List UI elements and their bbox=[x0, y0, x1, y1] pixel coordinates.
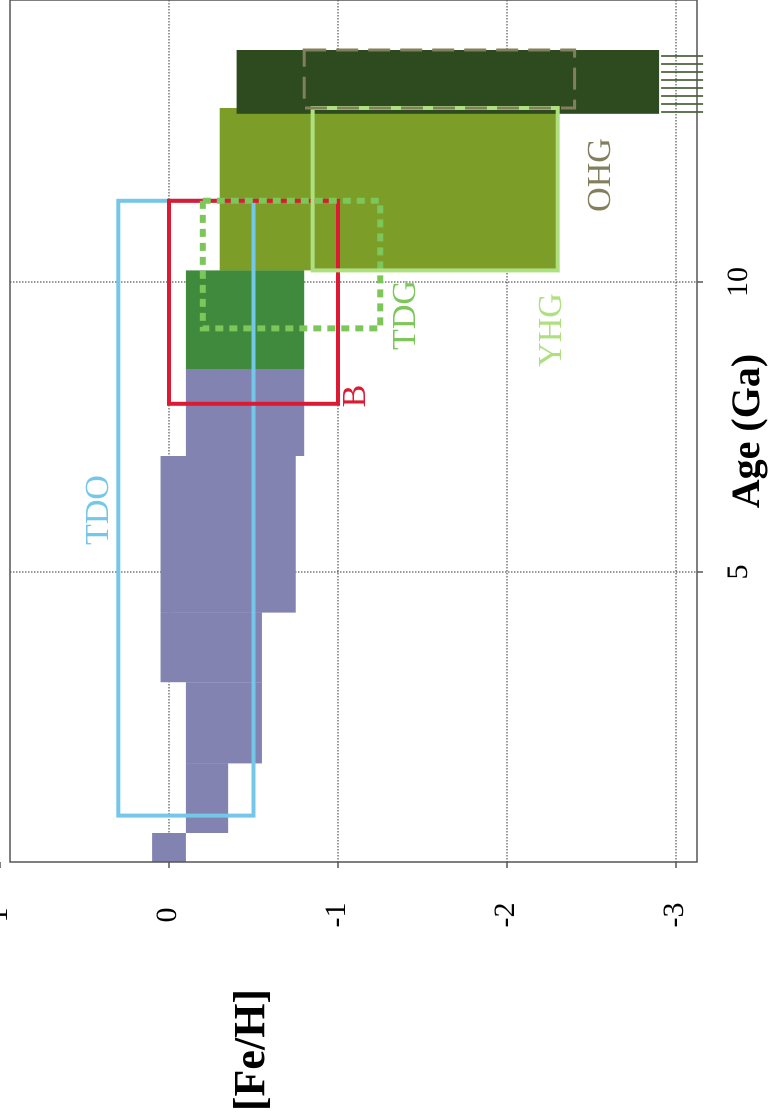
feh-tick-label-0: 0 bbox=[150, 908, 183, 923]
feh-tick-label--3: -3 bbox=[657, 903, 690, 928]
outline-ohg bbox=[302, 48, 577, 110]
feh-tick-label--2: -2 bbox=[488, 903, 521, 928]
label-b: B bbox=[336, 385, 373, 408]
region-0-step-3 bbox=[160, 612, 262, 683]
age-tick-label-5: 5 bbox=[721, 565, 754, 580]
feh-tick-label--1: -1 bbox=[319, 903, 352, 928]
region-labels: TDO B TDG YHG OHG bbox=[79, 138, 618, 545]
age-axis-title: Age (Ga) bbox=[723, 354, 768, 508]
filled-regions bbox=[152, 50, 704, 862]
region-0-step-5 bbox=[185, 369, 305, 456]
label-ohg: OHG bbox=[581, 138, 618, 212]
region-0-step-1 bbox=[185, 763, 229, 833]
region-0-step-2 bbox=[185, 682, 262, 764]
outline-boxes bbox=[116, 48, 577, 818]
age-tick-label-10: 10 bbox=[721, 267, 754, 297]
region-3 bbox=[236, 50, 660, 114]
feh-tick-label-1: 1 bbox=[0, 908, 14, 923]
plot-frame bbox=[9, 0, 698, 863]
region-0-step-0 bbox=[152, 833, 186, 862]
label-tdg: TDG bbox=[386, 280, 423, 350]
feh-axis-title: [Fe/H] bbox=[225, 989, 274, 1111]
outline-b bbox=[167, 198, 340, 406]
region-0-step-4 bbox=[160, 456, 296, 613]
outline-tdg bbox=[199, 197, 384, 332]
region-2 bbox=[219, 108, 558, 271]
label-yhg: YHG bbox=[532, 293, 569, 367]
label-tdo: TDO bbox=[79, 475, 116, 545]
